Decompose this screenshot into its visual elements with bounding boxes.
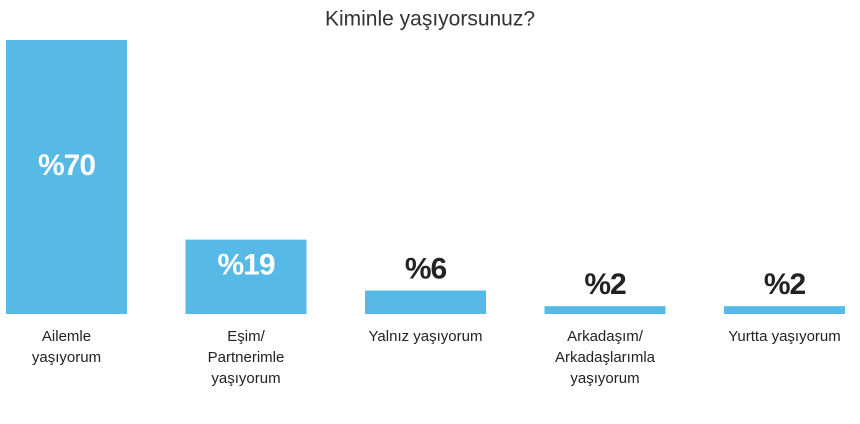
bar <box>185 239 307 314</box>
category-label: Arkadaşım/ Arkadaşlarımla yaşıyorum <box>554 328 656 387</box>
value-label: %2 <box>764 268 806 301</box>
category-label: Ailemle yaşıyorum <box>31 328 102 366</box>
bar <box>6 40 127 314</box>
value-label: %19 <box>217 249 274 282</box>
category-label: Yurtta yaşıyorum <box>728 328 841 345</box>
bar <box>544 306 666 314</box>
chart-title: Kiminle yaşıyorsunuz? <box>325 8 535 31</box>
bar <box>724 306 845 314</box>
category-label: Eşim/ Partnerimle yaşıyorum <box>207 328 285 387</box>
value-label: %6 <box>405 252 447 285</box>
value-label: %2 <box>584 268 626 301</box>
bar <box>365 290 486 314</box>
category-label: Yalnız yaşıyorum <box>368 328 483 345</box>
value-label: %70 <box>38 149 95 182</box>
